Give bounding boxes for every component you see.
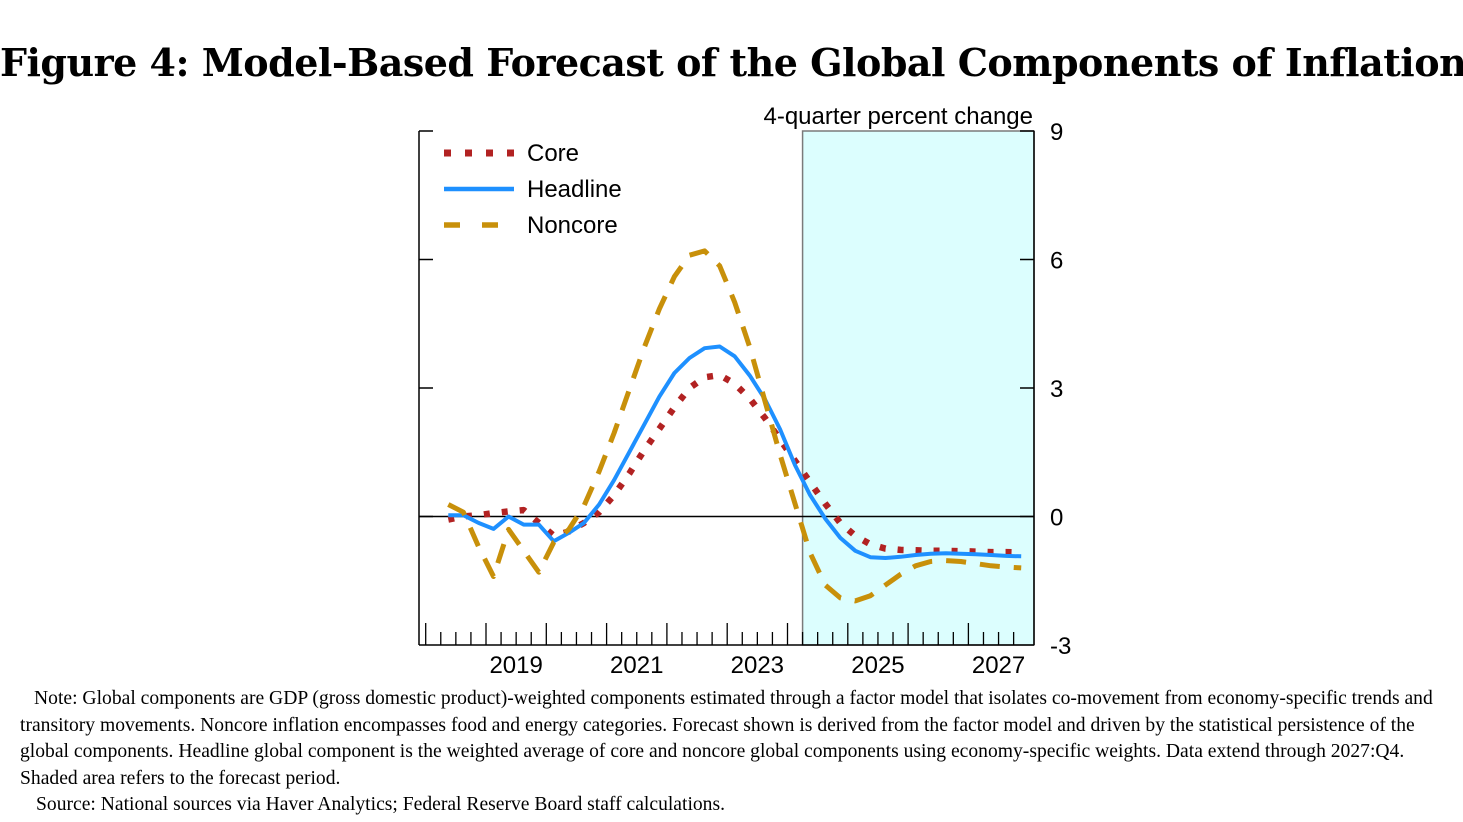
series-line-noncore [447, 248, 1022, 604]
figure-note: Note: Global components are GDP (gross d… [20, 688, 1433, 789]
figure-title: Figure 4: Model-Based Forecast of the Gl… [0, 40, 1463, 85]
legend: Core Headline Noncore [444, 140, 622, 239]
legend-label-core: Core [527, 140, 579, 167]
forecast-shaded-area [801, 130, 1035, 646]
y-tick-label: 0 [1050, 505, 1063, 532]
y-tick-label: 3 [1050, 376, 1063, 403]
tick-labels: -3 0 3 6 9 2019 2021 2023 2025 2027 [489, 119, 1071, 679]
y-tick-label: 9 [1050, 119, 1063, 146]
y-tick-label: -3 [1050, 633, 1071, 660]
series-line-headline [448, 344, 1022, 560]
axes [418, 130, 1035, 646]
notes-block: Note: Global components are GDP (gross d… [20, 686, 1450, 819]
y-tick-label: 6 [1050, 248, 1063, 275]
x-tick-label: 2019 [489, 652, 542, 679]
legend-label-headline: Headline [527, 176, 622, 203]
x-tick-label: 2025 [851, 652, 904, 679]
series-layer [447, 248, 1022, 604]
y-axis-label: 4-quarter percent change [763, 103, 1033, 130]
x-tick-label: 2027 [972, 652, 1025, 679]
x-tick-label: 2023 [731, 652, 784, 679]
legend-label-noncore: Noncore [527, 212, 618, 239]
x-tick-label: 2021 [610, 652, 663, 679]
figure-source: Source: National sources via Haver Analy… [36, 794, 726, 815]
